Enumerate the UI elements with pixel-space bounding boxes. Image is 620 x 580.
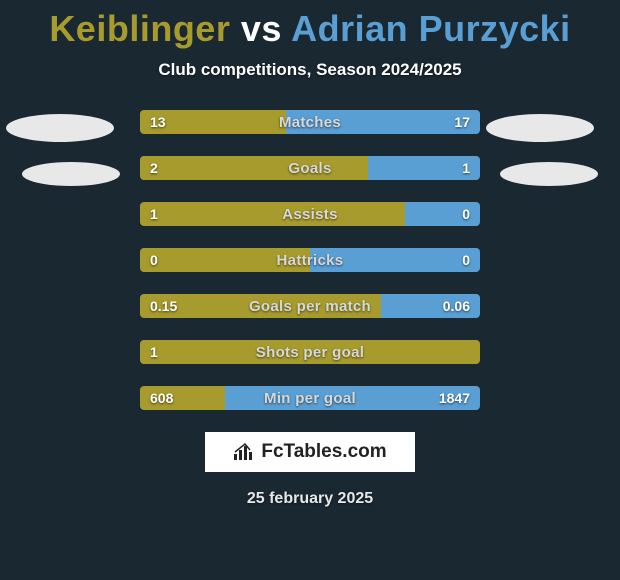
stat-label: Goals per match	[140, 294, 480, 318]
stat-label: Assists	[140, 202, 480, 226]
stat-label: Goals	[140, 156, 480, 180]
fctables-logo[interactable]: FcTables.com	[205, 432, 415, 472]
stat-row: 1317Matches	[140, 110, 480, 134]
ellipse-decor-0	[6, 114, 114, 142]
vs-text: vs	[241, 8, 282, 49]
date-line: 25 february 2025	[0, 490, 620, 508]
stat-row: 00Hattricks	[140, 248, 480, 272]
ellipse-decor-1	[22, 162, 120, 186]
stat-label: Matches	[140, 110, 480, 134]
stat-row: 6081847Min per goal	[140, 386, 480, 410]
player2-name: Adrian Purzycki	[291, 8, 571, 49]
stat-row: 10Assists	[140, 202, 480, 226]
ellipse-decor-3	[500, 162, 598, 186]
chart-icon	[233, 442, 255, 462]
stat-label: Min per goal	[140, 386, 480, 410]
logo-text: FcTables.com	[261, 441, 386, 463]
stat-rows: 1317Matches 21Goals 10Assists 00Hattricks 0.…	[140, 110, 480, 410]
stat-row: 0.150.06Goals per match	[140, 294, 480, 318]
subtitle: Club competitions, Season 2024/2025	[0, 60, 620, 80]
ellipse-decor-2	[486, 114, 594, 142]
comparison-block: 1317Matches 21Goals 10Assists 00Hattricks 0.…	[0, 110, 620, 410]
page-title: Keiblinger vs Adrian Purzycki	[0, 0, 620, 50]
stat-row: 21Goals	[140, 156, 480, 180]
stat-row: 1Shots per goal	[140, 340, 480, 364]
player1-name: Keiblinger	[49, 8, 230, 49]
stat-label: Hattricks	[140, 248, 480, 272]
stat-label: Shots per goal	[140, 340, 480, 364]
